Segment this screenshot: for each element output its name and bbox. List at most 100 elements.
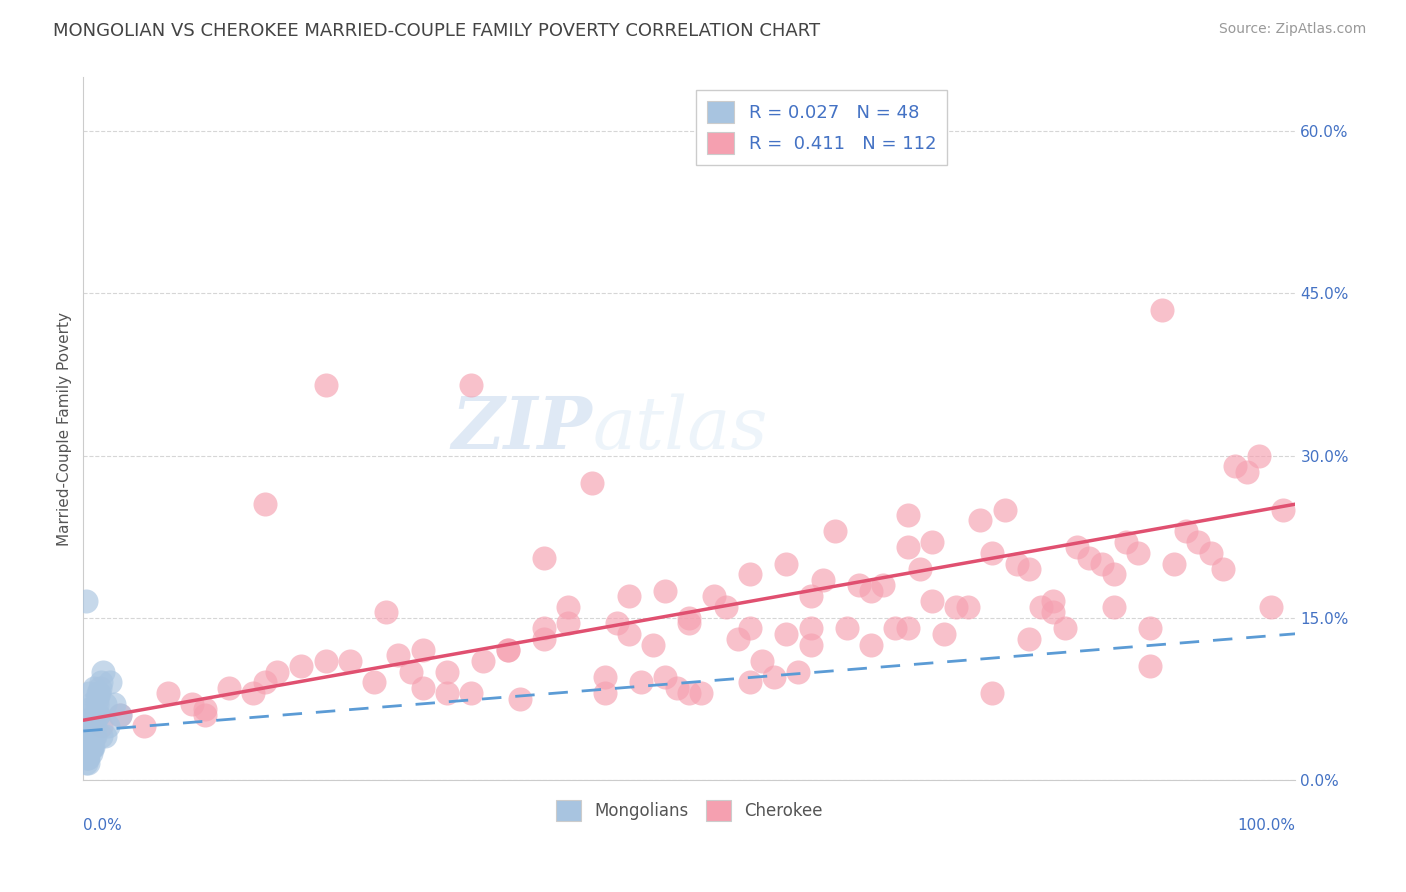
Point [82, 724, 104, 739]
Point [908, 562, 931, 576]
Point [79, 730, 101, 744]
Point [1223, 459, 1246, 474]
Point [77, 756, 100, 771]
Point [860, 583, 883, 598]
Point [872, 578, 894, 592]
Point [86, 697, 108, 711]
Point [775, 627, 797, 641]
Point [436, 665, 458, 679]
Point [193, 707, 215, 722]
Text: ZIP: ZIP [451, 393, 592, 464]
Point [412, 643, 434, 657]
Point [460, 378, 482, 392]
Point [606, 615, 628, 630]
Point [1272, 502, 1295, 516]
Point [76, 713, 98, 727]
Point [94, 730, 117, 744]
Point [1199, 546, 1222, 560]
Point [90, 730, 112, 744]
Point [87, 686, 110, 700]
Point [1212, 562, 1234, 576]
Point [896, 541, 918, 555]
Point [91, 665, 114, 679]
Point [460, 686, 482, 700]
Point [266, 665, 288, 679]
Point [969, 513, 991, 527]
Point [860, 638, 883, 652]
Point [738, 621, 761, 635]
Point [82, 740, 104, 755]
Point [436, 686, 458, 700]
Point [84, 718, 107, 732]
Point [79, 740, 101, 755]
Point [1152, 302, 1174, 317]
Point [617, 589, 640, 603]
Point [654, 583, 676, 598]
Y-axis label: Married-Couple Family Poverty: Married-Couple Family Poverty [58, 311, 72, 546]
Point [1126, 546, 1149, 560]
Point [703, 589, 725, 603]
Point [218, 681, 240, 695]
Point [666, 681, 689, 695]
Text: 100.0%: 100.0% [1237, 818, 1295, 833]
Point [533, 551, 555, 566]
Point [90, 718, 112, 732]
Point [77, 740, 100, 755]
Point [775, 557, 797, 571]
Point [1066, 541, 1088, 555]
Point [641, 638, 664, 652]
Point [496, 643, 519, 657]
Point [84, 730, 107, 744]
Point [921, 594, 943, 608]
Point [654, 670, 676, 684]
Point [593, 670, 616, 684]
Point [242, 686, 264, 700]
Point [557, 615, 579, 630]
Point [339, 654, 361, 668]
Point [79, 740, 101, 755]
Point [79, 735, 101, 749]
Point [787, 665, 810, 679]
Point [690, 686, 713, 700]
Point [76, 751, 98, 765]
Point [103, 697, 125, 711]
Point [1042, 594, 1064, 608]
Point [181, 697, 204, 711]
Point [533, 621, 555, 635]
Point [77, 707, 100, 722]
Point [77, 751, 100, 765]
Point [79, 702, 101, 716]
Point [884, 621, 907, 635]
Point [848, 578, 870, 592]
Point [557, 599, 579, 614]
Point [87, 686, 110, 700]
Point [87, 707, 110, 722]
Point [1260, 599, 1282, 614]
Point [1018, 632, 1040, 647]
Text: 0.0%: 0.0% [83, 818, 122, 833]
Point [157, 686, 180, 700]
Point [193, 702, 215, 716]
Point [290, 659, 312, 673]
Point [896, 621, 918, 635]
Point [1139, 621, 1161, 635]
Point [1102, 567, 1125, 582]
Point [80, 713, 103, 727]
Point [80, 740, 103, 755]
Point [98, 675, 121, 690]
Text: Source: ZipAtlas.com: Source: ZipAtlas.com [1219, 22, 1367, 37]
Point [1249, 449, 1271, 463]
Point [1187, 535, 1209, 549]
Point [800, 638, 823, 652]
Point [1115, 535, 1137, 549]
Point [108, 707, 131, 722]
Point [714, 599, 737, 614]
Text: atlas: atlas [592, 393, 768, 464]
Point [375, 605, 398, 619]
Point [617, 627, 640, 641]
Point [76, 751, 98, 765]
Point [957, 599, 980, 614]
Point [254, 675, 277, 690]
Point [90, 675, 112, 690]
Point [75, 756, 97, 771]
